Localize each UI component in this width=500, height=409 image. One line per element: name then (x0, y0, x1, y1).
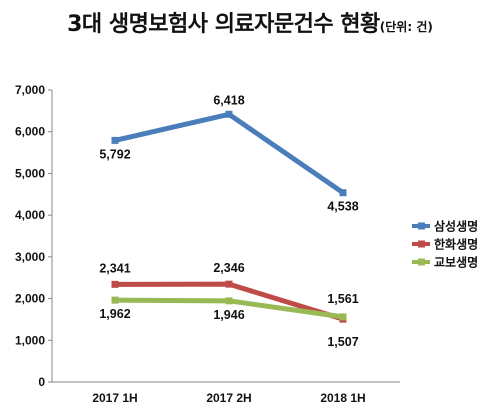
data-label: 1,946 (213, 308, 244, 322)
data-label: 2,341 (99, 261, 130, 275)
data-label: 1,962 (99, 307, 130, 321)
x-tick-label: 2018 1H (320, 391, 365, 405)
legend-label: 교보생명 (434, 255, 478, 270)
chart-axes: 0 1,000 2,000 3,000 4,000 5,000 6,000 7,000 2017… (15, 83, 400, 405)
data-label: 4,538 (327, 200, 358, 214)
data-label: 5,792 (99, 147, 130, 161)
chart-data-labels: 5,792 6,418 4,538 2,341 2,346 1,507 1,962 1,946… (99, 93, 358, 349)
y-tick-label: 7,000 (15, 83, 45, 97)
data-point-marker (225, 280, 233, 288)
data-label: 2,346 (213, 261, 244, 275)
chart-series-lines (111, 110, 347, 323)
y-tick-label: 6,000 (15, 125, 45, 139)
y-tick-label: 4,000 (15, 208, 45, 222)
y-tick-label: 0 (38, 375, 45, 389)
data-label: 1,561 (327, 292, 358, 306)
data-point-marker (111, 296, 119, 304)
x-tick-label: 2017 1H (92, 391, 137, 405)
data-point-marker (111, 136, 119, 144)
legend-swatch-marker (418, 222, 425, 230)
y-tick-label: 1,000 (15, 333, 45, 347)
data-point-marker (339, 313, 347, 321)
x-tick-label: 2017 2H (206, 391, 251, 405)
data-label: 1,507 (327, 335, 358, 349)
y-tick-label: 3,000 (15, 250, 45, 264)
series-line-1 (112, 111, 346, 196)
data-point-marker (111, 280, 119, 288)
data-point-marker (339, 189, 347, 197)
data-point-marker (225, 110, 233, 118)
chart-title-unit: (단위: 건) (379, 20, 433, 34)
chart-title-main: 3대 생명보험사 의료자문건수 현황 (67, 12, 380, 37)
data-point-marker (225, 297, 233, 305)
legend-swatch-marker (418, 240, 425, 248)
data-label: 6,418 (213, 93, 244, 107)
legend-swatch-marker (418, 258, 425, 266)
legend-label: 한화생명 (434, 237, 478, 252)
chart-title: 3대 생명보험사 의료자문건수 현황(단위: 건) (0, 6, 500, 38)
y-tick-label: 2,000 (15, 292, 45, 306)
y-tick-label: 5,000 (15, 166, 45, 180)
legend-label: 삼성생명 (434, 219, 478, 234)
